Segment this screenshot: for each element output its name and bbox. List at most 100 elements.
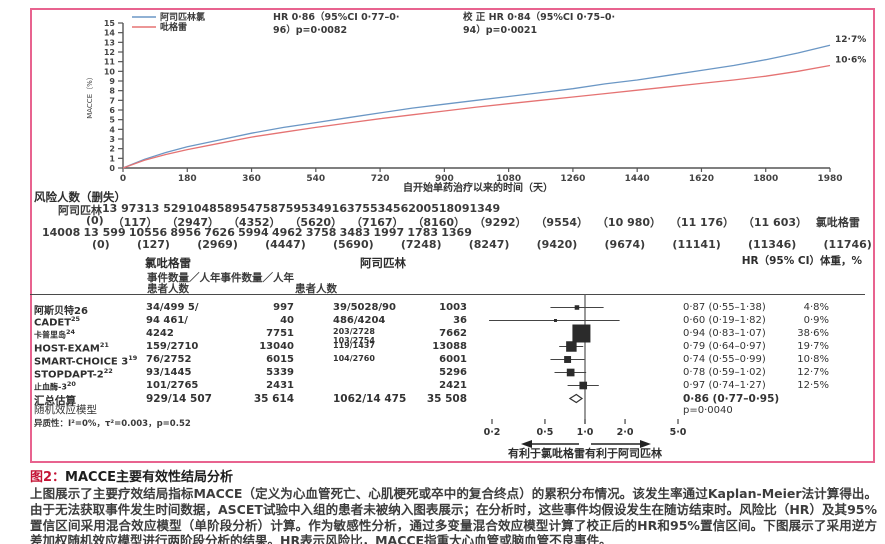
hr-marker <box>574 305 580 310</box>
forest-axis-tick: 0·5 <box>537 427 554 438</box>
aspirin-person-years: 35 508 <box>426 393 467 405</box>
hr-ci-value: 0·78 (0·59–1·02) <box>683 367 766 378</box>
km-xlabel: 自开始单药治疗以来的时间（天） <box>403 181 553 194</box>
study-name: 卡普里岛24 <box>34 328 76 340</box>
clopidogrel-events: 93/1445 <box>146 367 192 378</box>
risk-count: 8956 <box>170 226 201 239</box>
km-xtick: 1800 <box>753 174 778 184</box>
study-name: HOST-EXAM21 <box>34 341 109 355</box>
aspirin-events: 1062/14 475 <box>333 393 407 405</box>
pooled-row: 汇总估算 929/14 507 35 614 1062/14 475 35 508 0·8… <box>0 393 885 407</box>
study-row: SMART-CHOICE 319 76/2752 6015 104/2760 6001 0… <box>0 354 885 367</box>
risk-count: 10556 <box>128 226 168 239</box>
risk-count: 1369 <box>441 226 472 239</box>
km-xtick: 1080 <box>496 174 521 184</box>
risk-count: 13 529 <box>144 202 187 215</box>
forest-axis-tick: 1·0 <box>577 427 594 438</box>
risk-count: （5620） <box>289 216 343 229</box>
risk-count: 5994 <box>238 226 269 239</box>
legend-label: 阿司匹林氯 <box>160 11 205 23</box>
aspirin-events: 39/5028/90 <box>333 302 396 313</box>
risk-count: (4447) <box>265 238 306 251</box>
km-ytick: 7 <box>109 96 115 105</box>
forest-axis-tick: 0·2 <box>484 427 501 438</box>
hr-marker <box>564 356 572 363</box>
study-row: 阿斯贝特26 34/499 5/997 39/5028/90 1003 0·87 (0·… <box>0 302 885 317</box>
end-label: 10·6% <box>835 56 866 66</box>
aspirin-events: 203/2728 103/2754 <box>333 327 375 345</box>
km-ytick: 13 <box>104 38 115 47</box>
weight-value: 10·8% <box>797 354 829 365</box>
caption-body: 上图展示了主要疗效结局指标MACCE（定义为心血管死亡、心肌梗死或卒中的复合终点… <box>30 486 877 544</box>
pooled-hr-ci: 0·86 (0·77–0·95) <box>683 393 780 405</box>
hr-annotation: HR 0·86（95%CI 0·77–0· <box>273 11 399 23</box>
km-ytick: 15 <box>104 19 116 28</box>
km-ytick: 5 <box>109 116 115 125</box>
risk-row: (0) （117） （2947） （4352） （5620） （7167） （8160） （9… <box>86 214 860 230</box>
risk-count: 7587 <box>255 202 286 215</box>
risk-count: (0) <box>92 238 110 251</box>
risk-row: 14008 13 599 10556 8956 7626 5994 4962 3758 3483… <box>42 226 472 239</box>
weight-value: 38·6% <box>797 328 829 339</box>
km-ytick: 11 <box>104 58 116 67</box>
caption-title: 图2：MACCE主要有效性结局分析 <box>30 466 877 485</box>
km-ytick: 8 <box>109 87 115 96</box>
clopidogrel-events: 101/2765 <box>146 380 199 391</box>
study-name: CADET25 <box>34 315 81 329</box>
risk-count: （9554） <box>535 216 589 229</box>
subheader-patients-left: 患者人数 <box>147 283 189 295</box>
risk-count: 1349 <box>469 202 501 215</box>
risk-count: (11746) <box>823 238 872 251</box>
legend-label: 吡格雷 <box>160 21 187 33</box>
risk-count: 3456 <box>377 202 409 215</box>
hr-marker <box>554 319 557 322</box>
risk-count: (9420) <box>536 238 578 251</box>
risk-count: （7167） <box>350 216 404 229</box>
weight-value: 0·9% <box>803 315 829 326</box>
km-xtick: 540 <box>306 174 325 184</box>
clopidogrel-person-years: 6015 <box>266 354 294 365</box>
figure-frame <box>30 8 875 463</box>
risk-row: 阿司匹林 13 973 13 529 10485 8954 7587 5953 4916 375… <box>58 202 500 218</box>
subheader-patients-right: 患者人数 <box>295 283 337 295</box>
hr-marker <box>566 368 575 377</box>
risk-count: 1809 <box>438 202 470 215</box>
clopidogrel-events: 34/499 5/ <box>146 302 199 313</box>
clopidogrel-events: 159/2710 <box>146 341 199 352</box>
favors-label: 有利于氯吡格雷有利于阿司匹林 <box>508 446 662 460</box>
km-ytick: 14 <box>104 29 116 38</box>
risk-count: (2969) <box>197 238 238 251</box>
km-ytick: 10 <box>104 67 116 76</box>
study-row: 卡普里岛24 4242 7751 203/2728 103/2754 7662 0·94 (… <box>0 327 885 344</box>
risk-count: （11 603） <box>742 216 808 229</box>
aspirin-person-years: 1003 <box>439 302 467 313</box>
risk-count: 14008 <box>42 226 81 239</box>
risk-count: 10485 <box>186 202 225 215</box>
weight-value: 19·7% <box>797 341 829 352</box>
risk-count: (5690) <box>332 238 374 251</box>
risk-count: 3755 <box>347 202 378 215</box>
risk-count: (0) <box>86 214 104 227</box>
risk-count: （2947） <box>166 216 220 229</box>
weight-value: 4·8% <box>803 302 829 313</box>
km-ytick: 0 <box>109 164 115 173</box>
km-ytick: 2 <box>109 145 115 154</box>
km-ytick: 9 <box>109 77 115 86</box>
risk-table-title: 风险人数（删失） <box>34 190 126 204</box>
column-header-aspirin: 阿司匹林 <box>360 256 406 270</box>
risk-count: 13 599 <box>83 226 126 239</box>
forest-plot: 0·2 0·5 1·0 2·0 5·0 有利于氯吡格雷有利于阿司匹林 <box>484 294 687 460</box>
km-xtick: 1980 <box>817 174 842 184</box>
hr-marker <box>579 381 588 390</box>
study-row: CADET25 94 461/40 486/4204 36 0·60 (0·19–1·8… <box>0 315 885 328</box>
left-arrow <box>521 440 532 448</box>
weight-value: 12·5% <box>797 380 829 391</box>
hr-ci-value: 0·79 (0·64–0·97) <box>683 341 766 352</box>
risk-count: 2005 <box>408 202 439 215</box>
pooled-label: 汇总估算 <box>34 395 76 407</box>
forest-axis-tick: 5·0 <box>670 427 687 438</box>
risk-count: (8247) <box>468 238 510 251</box>
column-header-clopidogrel: 氯吡格雷 <box>145 256 191 270</box>
clopidogrel-events: 929/14 507 <box>146 393 212 405</box>
